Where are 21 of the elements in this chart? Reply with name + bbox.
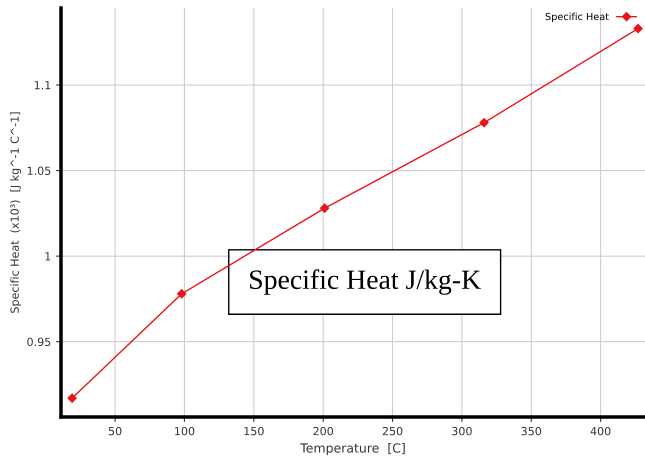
point xyxy=(67,394,77,403)
annotation: Specific Heat J/kg-K xyxy=(250,269,481,295)
x-tick-label: 300 xyxy=(452,426,472,436)
point xyxy=(633,24,643,34)
x-tick-label: 50 xyxy=(108,426,122,436)
x-tick-label: 400 xyxy=(590,426,610,436)
point xyxy=(320,204,330,213)
y-tick-label: 0.95 xyxy=(27,338,50,346)
x-tick-label: 100 xyxy=(175,426,194,436)
y-tick-label: 1 xyxy=(45,252,50,260)
legend-label: Specific Heat xyxy=(546,12,609,22)
y-tick-label: 1.1 xyxy=(34,81,50,90)
x-tick-label: 350 xyxy=(521,426,542,436)
x-axis-title: Temperature [C] xyxy=(300,443,405,456)
y-axis-title: Specific Heat (x10³) [J kg^-1 C^-1] xyxy=(10,112,21,313)
x-tick-label: 150 xyxy=(244,426,264,436)
point xyxy=(479,118,489,128)
point xyxy=(177,289,186,298)
x-tick-label: 200 xyxy=(313,426,334,436)
y-tick-label: 1.05 xyxy=(28,166,50,175)
x-tick-label: 250 xyxy=(382,426,402,436)
